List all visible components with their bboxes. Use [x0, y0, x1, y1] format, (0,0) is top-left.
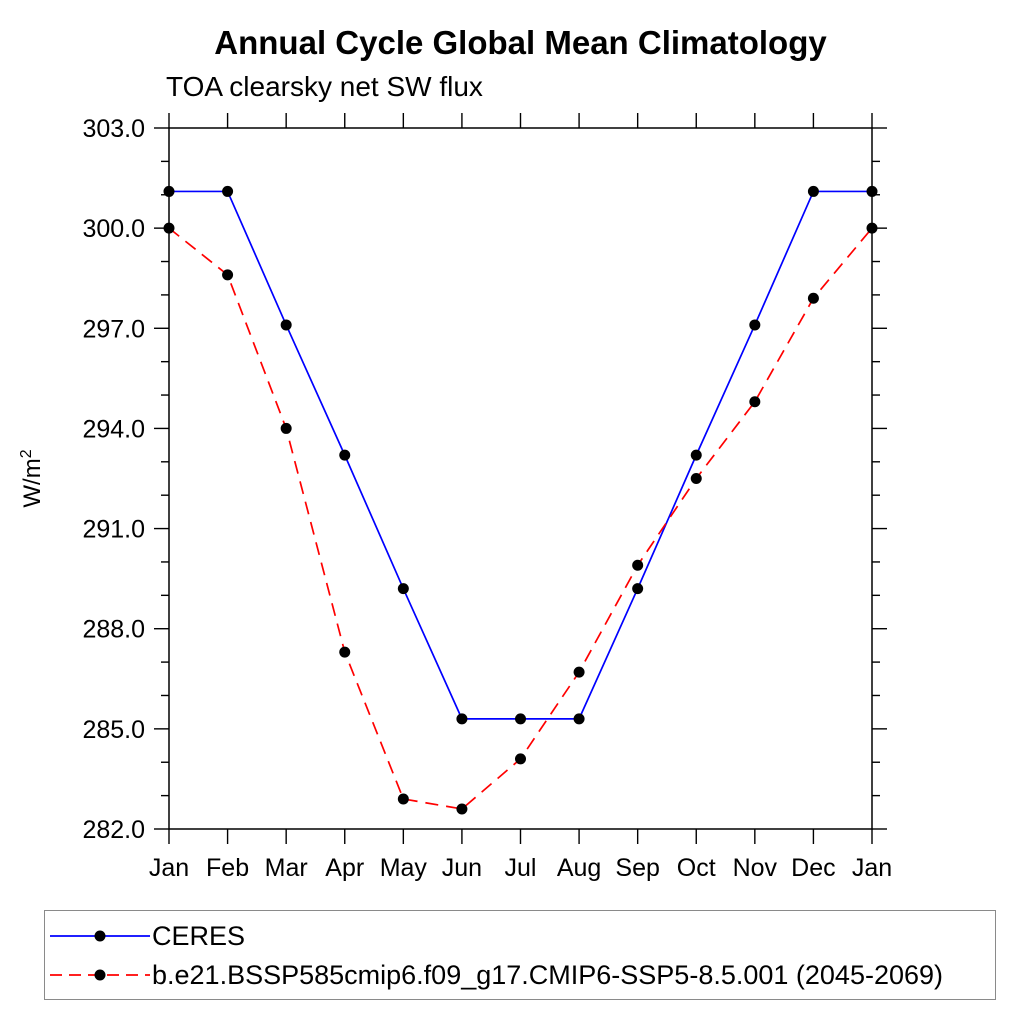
x-tick-label: Jan	[852, 854, 892, 882]
legend-item-model: b.e21.BSSP585cmip6.f09_g17.CMIP6-SSP5-8.…	[48, 961, 995, 989]
legend-swatch-ceres-icon	[48, 925, 152, 947]
series-0-markers	[163, 185, 878, 725]
y-axis-label: W/m2	[18, 449, 46, 507]
y-tick-label: 300.0	[82, 215, 145, 243]
legend: CERES b.e21.BSSP585cmip6.f09_g17.CMIP6-S…	[44, 910, 996, 1000]
x-tick-label: Jul	[505, 854, 537, 882]
series-0	[169, 190, 872, 720]
y-tick-label: 288.0	[82, 616, 145, 644]
legend-item-ceres: CERES	[48, 922, 995, 950]
y-tick-label: 291.0	[82, 516, 145, 544]
y-tick-label: 285.0	[82, 716, 145, 744]
axes: 282.0 285.0 288.0 291.0 294.0 297.0 300.0 303.0…	[18, 113, 892, 882]
chart-plot-area: 282.0 285.0 288.0 291.0 294.0 297.0 300.0 303.0…	[18, 113, 892, 882]
y-tick-label: 297.0	[82, 315, 145, 343]
x-tick-label: Apr	[325, 854, 364, 882]
x-tick-label: Jun	[442, 854, 482, 882]
y-tick-label: 282.0	[82, 816, 145, 844]
chart-title: Annual Cycle Global Mean Climatology	[214, 24, 827, 61]
x-tick-label: Nov	[733, 854, 778, 882]
y-tick-label: 303.0	[82, 115, 145, 143]
x-tick-label: Oct	[677, 854, 716, 882]
legend-label-model: b.e21.BSSP585cmip6.f09_g17.CMIP6-SSP5-8.…	[152, 959, 944, 990]
x-tick-label: Jan	[149, 854, 189, 882]
series-1-markers	[163, 222, 878, 815]
y-tick-label: 294.0	[82, 415, 145, 443]
x-tick-label: May	[380, 854, 428, 882]
chart-subtitle: TOA clearsky net SW flux	[166, 71, 483, 102]
x-tick-label: Mar	[265, 854, 308, 882]
x-tick-label: Feb	[206, 854, 249, 882]
x-tick-label: Sep	[615, 854, 659, 882]
x-tick-label: Aug	[557, 854, 601, 882]
x-tick-label: Dec	[791, 854, 835, 882]
legend-label-ceres: CERES	[152, 920, 246, 951]
legend-swatch-model-icon	[48, 964, 152, 986]
